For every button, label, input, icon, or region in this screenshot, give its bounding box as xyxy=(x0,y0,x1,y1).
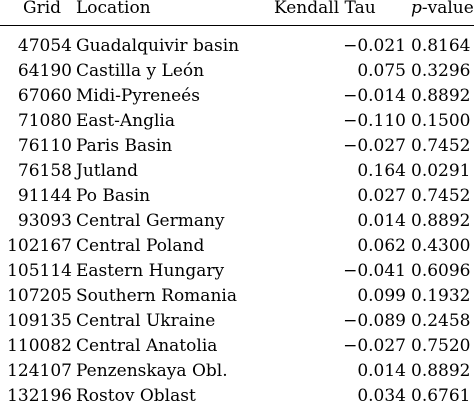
location-cell: Southern Romania xyxy=(76,286,237,306)
location-cell: East-Anglia xyxy=(76,111,175,131)
location-cell: Midi-Pyreneés xyxy=(76,86,200,106)
p-value-cell: 0.7452 xyxy=(411,136,471,156)
grid-cell: 124107 xyxy=(7,361,72,381)
p-value-cell: 0.2458 xyxy=(411,311,471,331)
kendall-tau-cell: −0.089 xyxy=(343,311,406,331)
grid-cell: 107205 xyxy=(7,286,72,306)
table-row: 67060 Midi-Pyreneés −0.014 0.8892 xyxy=(0,84,474,109)
location-cell: Central Ukraine xyxy=(76,311,216,331)
kendall-tau-cell: −0.041 xyxy=(343,261,406,281)
table-row: 102167 Central Poland 0.062 0.4300 xyxy=(0,234,474,259)
header-p-suffix: -value xyxy=(421,0,474,18)
p-value-cell: 0.1500 xyxy=(411,111,471,131)
kendall-tau-cell: 0.164 xyxy=(357,161,406,181)
table-row: 105114 Eastern Hungary −0.041 0.6096 xyxy=(0,259,474,284)
header-rule xyxy=(0,25,474,26)
location-cell: Central Anatolia xyxy=(76,336,218,356)
grid-cell: 64190 xyxy=(17,61,72,81)
kendall-tau-cell: −0.021 xyxy=(343,36,406,56)
grid-cell: 109135 xyxy=(7,311,72,331)
table-row: 47054 Guadalquivir basin −0.021 0.8164 xyxy=(0,34,474,59)
kendall-tau-cell: 0.014 xyxy=(357,361,406,381)
grid-cell: 93093 xyxy=(17,211,72,231)
p-value-cell: 0.7520 xyxy=(411,336,471,356)
table-row: 76110 Paris Basin −0.027 0.7452 xyxy=(0,134,474,159)
kendall-tau-cell: 0.014 xyxy=(357,211,406,231)
location-cell: Guadalquivir basin xyxy=(76,36,240,56)
p-value-cell: 0.1932 xyxy=(411,286,471,306)
table-row: 132196 Rostov Oblast 0.034 0.6761 xyxy=(0,384,474,409)
grid-cell: 76158 xyxy=(17,161,72,181)
location-cell: Penzenskaya Obl. xyxy=(76,361,228,381)
table-row: 64190 Castilla y León 0.075 0.3296 xyxy=(0,59,474,84)
grid-cell: 91144 xyxy=(17,186,72,206)
p-value-cell: 0.8164 xyxy=(411,36,471,56)
header-p-value: p-value xyxy=(411,0,474,21)
grid-cell: 71080 xyxy=(17,111,72,131)
grid-cell: 47054 xyxy=(17,36,72,56)
kendall-tau-cell: −0.027 xyxy=(343,136,406,156)
kendall-tau-cell: 0.075 xyxy=(357,61,406,81)
grid-cell: 67060 xyxy=(17,86,72,106)
kendall-tau-cell: −0.110 xyxy=(343,111,406,131)
kendall-tau-cell: −0.027 xyxy=(343,336,406,356)
kendall-tau-cell: 0.034 xyxy=(357,386,406,406)
p-value-cell: 0.7452 xyxy=(411,186,471,206)
grid-cell: 132196 xyxy=(7,386,72,406)
header-grid: Grid xyxy=(23,0,62,18)
table-header-row: Grid Location Kendall Tau p-value xyxy=(0,0,474,21)
grid-cell: 76110 xyxy=(17,136,72,156)
grid-cell: 110082 xyxy=(7,336,72,356)
p-value-cell: 0.8892 xyxy=(411,86,471,106)
kendall-tau-cell: 0.062 xyxy=(357,236,406,256)
table-row: 71080 East-Anglia −0.110 0.1500 xyxy=(0,109,474,134)
header-location: Location xyxy=(76,0,151,18)
table-row: 93093 Central Germany 0.014 0.8892 xyxy=(0,209,474,234)
table-row: 110082 Central Anatolia −0.027 0.7520 xyxy=(0,334,474,359)
p-value-cell: 0.4300 xyxy=(411,236,471,256)
location-cell: Central Poland xyxy=(76,236,205,256)
table-row: 109135 Central Ukraine −0.089 0.2458 xyxy=(0,309,474,334)
location-cell: Jutland xyxy=(76,161,138,181)
table-row: 124107 Penzenskaya Obl. 0.014 0.8892 xyxy=(0,359,474,384)
p-value-cell: 0.8892 xyxy=(411,361,471,381)
table-row: 91144 Po Basin 0.027 0.7452 xyxy=(0,184,474,209)
kendall-tau-cell: −0.014 xyxy=(343,86,406,106)
table-row: 76158 Jutland 0.164 0.0291 xyxy=(0,159,474,184)
header-p-letter: p xyxy=(411,0,422,18)
kendall-tau-cell: 0.027 xyxy=(357,186,406,206)
p-value-cell: 0.6096 xyxy=(411,261,471,281)
grid-cell: 105114 xyxy=(7,261,72,281)
table-row: 107205 Southern Romania 0.099 0.1932 xyxy=(0,284,474,309)
p-value-cell: 0.3296 xyxy=(411,61,471,81)
p-value-cell: 0.0291 xyxy=(411,161,471,181)
p-value-cell: 0.8892 xyxy=(411,211,471,231)
p-value-cell: 0.6761 xyxy=(411,386,471,406)
location-cell: Castilla y León xyxy=(76,61,205,81)
location-cell: Central Germany xyxy=(76,211,225,231)
location-cell: Rostov Oblast xyxy=(76,386,196,406)
location-cell: Paris Basin xyxy=(76,136,173,156)
location-cell: Eastern Hungary xyxy=(76,261,225,281)
kendall-tau-cell: 0.099 xyxy=(357,286,406,306)
grid-cell: 102167 xyxy=(7,236,72,256)
header-kendall-tau: Kendall Tau xyxy=(274,0,376,18)
location-cell: Po Basin xyxy=(76,186,151,206)
